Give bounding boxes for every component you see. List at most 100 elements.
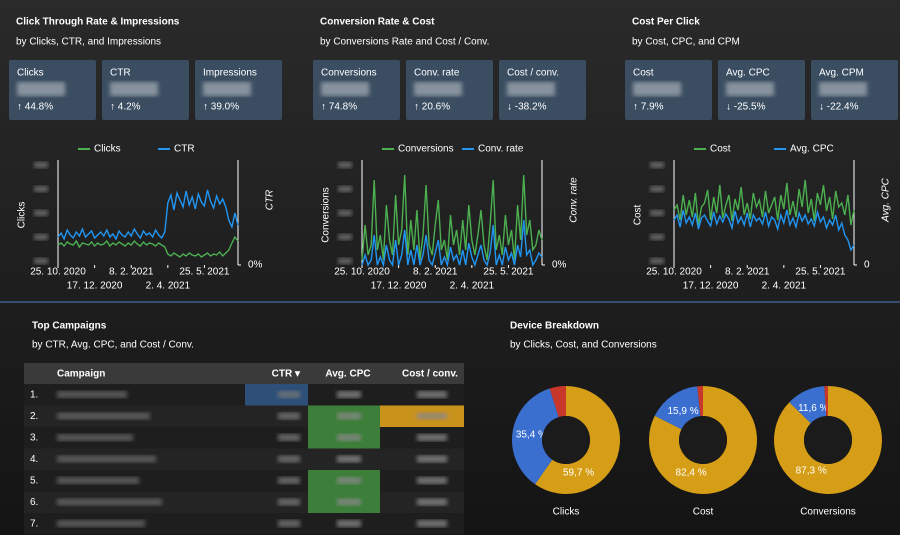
donut-slice — [512, 388, 559, 485]
kpi-label: Avg. CPC — [726, 68, 770, 79]
blurred-value — [57, 412, 150, 420]
slice-label: 59,7 % — [563, 467, 594, 478]
section-subtitle: by Clicks, Cost, and Conversions — [510, 340, 657, 351]
kpi-label: Conversions — [321, 68, 377, 79]
donut-title: Cost — [693, 507, 714, 518]
kpi-label: CTR — [110, 68, 131, 79]
y2-tick-label: 0% — [552, 260, 567, 271]
kpi-change: ↓ -38.2% — [507, 102, 547, 113]
donut-hole — [542, 416, 590, 464]
blurred-value — [633, 82, 681, 96]
kpi-label: Cost / conv. — [507, 68, 559, 79]
line-series — [673, 179, 855, 226]
donut-title: Conversions — [800, 507, 856, 518]
x-tick-label: 25. 10. 2020 — [334, 267, 390, 278]
donut-slice — [789, 386, 827, 424]
blurred-value — [417, 520, 447, 527]
blurred-value — [34, 210, 48, 216]
blurred-value — [337, 412, 361, 420]
section-title: Device Breakdown — [510, 321, 599, 332]
kpi-label: Impressions — [203, 68, 257, 79]
donut-title: Clicks — [553, 507, 580, 518]
panel-subtitle: by Cost, CPC, and CPM — [632, 37, 740, 48]
blurred-value — [34, 162, 48, 168]
slice-label: 87,3 % — [796, 465, 827, 476]
x-tick-label: 17. 12. 2020 — [683, 281, 739, 292]
blurred-value — [110, 82, 158, 96]
row-number: 5. — [30, 476, 38, 487]
legend-label: Avg. CPC — [790, 144, 834, 155]
y2-tick-label: 0 — [864, 260, 870, 271]
blurred-value — [338, 162, 352, 168]
blurred-value — [414, 82, 462, 96]
donut-hole — [804, 416, 852, 464]
blurred-value — [417, 477, 447, 484]
slice-label: 35,4 % — [516, 429, 547, 440]
blurred-value — [417, 391, 447, 398]
x-tick-label: 25. 5. 2021 — [483, 267, 533, 278]
slice-label: 11,6 % — [798, 403, 828, 414]
row-number: 4. — [30, 454, 38, 465]
blurred-value — [337, 434, 361, 441]
legend-label: Clicks — [94, 144, 121, 155]
x-tick-label: 8. 2. 2021 — [109, 267, 154, 278]
donut-slice — [535, 386, 621, 494]
blurred-value — [338, 210, 352, 216]
row-number: 1. — [30, 390, 38, 401]
legend-label: CTR — [174, 144, 195, 155]
blurred-value — [57, 498, 162, 506]
x-tick-label: 2. 4. 2021 — [450, 281, 495, 292]
blurred-value — [338, 234, 352, 240]
line-series — [673, 209, 855, 252]
y2-axis-title: Avg. CPC — [881, 177, 892, 222]
table-header — [24, 363, 464, 384]
y-axis-title: Clicks — [17, 202, 28, 229]
blurred-value — [278, 455, 300, 463]
kpi-change: ↑ 44.8% — [17, 102, 53, 113]
highlight-cell — [245, 384, 308, 406]
blurred-value — [278, 434, 300, 441]
x-tick-label: 17. 12. 2020 — [371, 281, 427, 292]
blurred-value — [34, 258, 48, 264]
blurred-value — [338, 258, 352, 264]
slice-label: 82,4 % — [676, 468, 707, 479]
table-row — [24, 513, 464, 535]
blurred-value — [417, 412, 447, 420]
blurred-value — [417, 498, 447, 506]
blurred-value — [337, 455, 361, 463]
slice-label: 15,9 % — [667, 406, 698, 417]
x-tick-label: 2. 4. 2021 — [146, 281, 191, 292]
row-number: 6. — [30, 497, 38, 508]
blurred-value — [278, 412, 300, 420]
column-header: CTR ▾ — [272, 369, 301, 380]
blurred-value — [278, 520, 300, 527]
blurred-value — [57, 520, 145, 527]
blurred-value — [650, 234, 664, 240]
y2-tick-label: 0% — [248, 260, 263, 271]
table-row — [24, 384, 464, 406]
line-series — [361, 174, 543, 261]
donut-slice — [549, 386, 566, 418]
y2-axis-title: CTR — [265, 190, 276, 211]
legend-label: Conversions — [398, 144, 454, 155]
blurred-value — [337, 391, 361, 398]
row-number: 3. — [30, 433, 38, 444]
y-axis-title: Cost — [633, 204, 644, 225]
blurred-value — [278, 391, 300, 398]
blurred-value — [726, 82, 774, 96]
blurred-value — [17, 82, 65, 96]
x-tick-label: 2. 4. 2021 — [762, 281, 807, 292]
section-subtitle: by CTR, Avg. CPC, and Cost / Conv. — [32, 340, 194, 351]
blurred-value — [57, 434, 133, 441]
x-tick-label: 25. 10. 2020 — [646, 267, 702, 278]
kpi-label: Avg. CPM — [819, 68, 864, 79]
line-series — [57, 189, 239, 241]
blurred-value — [34, 186, 48, 192]
donut-hole — [679, 416, 727, 464]
kpi-change: ↓ -22.4% — [819, 102, 859, 113]
column-header: Campaign — [57, 369, 105, 380]
row-number: 7. — [30, 519, 38, 530]
blurred-value — [417, 455, 447, 463]
kpi-change: ↑ 74.8% — [321, 102, 357, 113]
